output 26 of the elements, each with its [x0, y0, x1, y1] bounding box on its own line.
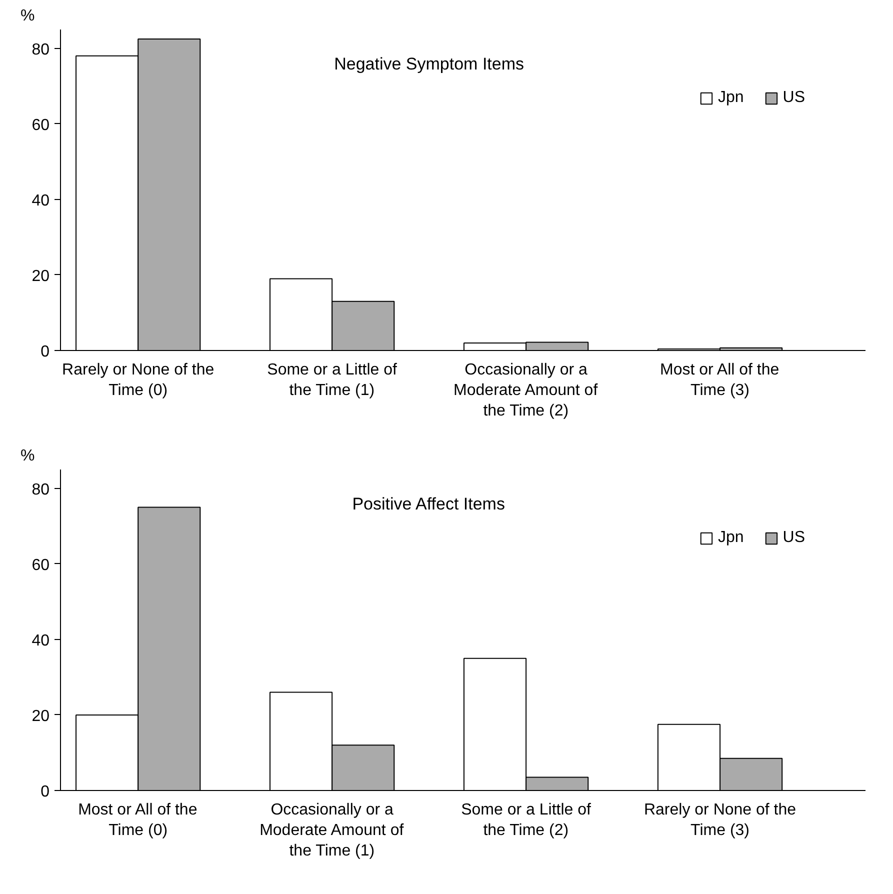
y-tick-label: 0	[40, 784, 50, 800]
legend-label: US	[782, 529, 805, 547]
y-tick-label: 80	[32, 481, 50, 498]
x-tick-label: Occasionally or a Moderate Amount of the Time (1)	[260, 802, 404, 860]
y-axis-title: %	[20, 448, 35, 464]
y-axis-title: %	[20, 8, 35, 24]
x-tick-label: Some or a Little of the Time (1)	[267, 362, 398, 399]
x-tick-label: Most or All of the Time (3)	[660, 362, 780, 399]
legend-label: Jpn	[718, 89, 744, 107]
y-tick-label: 40	[32, 632, 50, 650]
x-tick-label: Most or All of the Time (0)	[78, 802, 198, 839]
y-tick-label: 60	[32, 116, 50, 134]
y-tick-label: 60	[32, 556, 50, 574]
y-tick-label: 20	[32, 268, 50, 285]
y-tick-label: 20	[32, 708, 50, 725]
text: Positive Affect Items	[352, 494, 505, 514]
x-tick-label: Rarely or None of the Time (0)	[62, 362, 214, 399]
y-tick-label: 0	[40, 344, 50, 360]
y-tick-label: 80	[32, 41, 50, 58]
text: Negative Symptom Items	[334, 54, 524, 74]
x-tick-label: Occasionally or a Moderate Amount of the Time (2)	[454, 362, 598, 420]
legend-label: US	[782, 89, 805, 107]
x-tick-label: Some or a Little of the Time (2)	[461, 802, 592, 839]
x-tick-label: Rarely or None of the Time (3)	[644, 802, 796, 839]
y-tick-label: 40	[32, 192, 50, 210]
legend-label: Jpn	[718, 529, 744, 547]
